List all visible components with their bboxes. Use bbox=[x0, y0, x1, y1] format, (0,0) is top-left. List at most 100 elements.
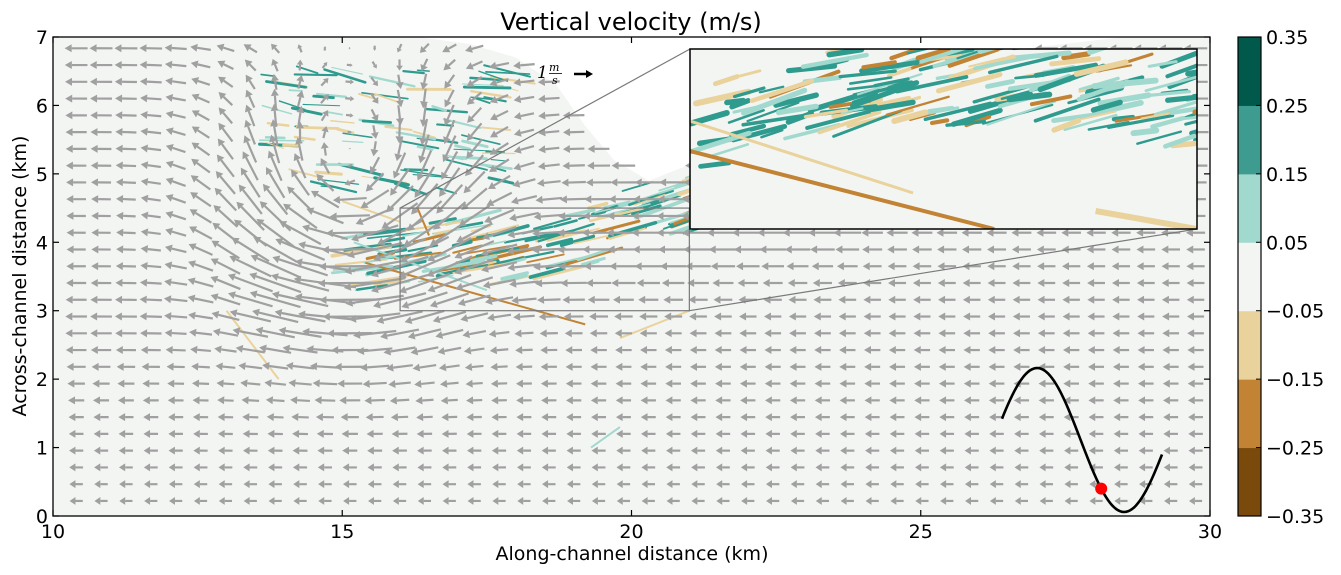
front-streak bbox=[533, 217, 572, 230]
velocity-arrow-head bbox=[65, 128, 73, 137]
velocity-arrow-head bbox=[666, 446, 673, 455]
velocity-arrow-head bbox=[1039, 496, 1046, 505]
velocity-arrow bbox=[471, 107, 483, 119]
velocity-arrow bbox=[383, 310, 423, 322]
velocity-arrow bbox=[223, 382, 235, 386]
velocity-arrow-head bbox=[631, 228, 639, 237]
velocity-arrow-head bbox=[302, 224, 310, 233]
velocity-arrow-head bbox=[915, 496, 922, 505]
velocity-arrow-head bbox=[351, 234, 359, 242]
velocity-arrow bbox=[414, 328, 442, 337]
inset-front-streak bbox=[707, 143, 750, 158]
velocity-arrow-head bbox=[165, 127, 174, 136]
velocity-arrow bbox=[278, 293, 329, 308]
velocity-arrow-head bbox=[631, 211, 639, 220]
velocity-arrow-head bbox=[465, 379, 473, 388]
velocity-arrow-head bbox=[914, 379, 922, 388]
velocity-arrow-head bbox=[964, 463, 971, 472]
velocity-arrow-head bbox=[987, 262, 995, 271]
inset-front-streak bbox=[1090, 99, 1123, 113]
velocity-arrow-head bbox=[839, 362, 847, 371]
inset-front-streak bbox=[1130, 127, 1160, 137]
front-streak bbox=[559, 234, 596, 248]
velocity-arrow-head bbox=[271, 73, 279, 82]
velocity-arrow-head bbox=[242, 429, 250, 438]
velocity-arrow bbox=[265, 347, 292, 354]
velocity-arrow-head bbox=[1088, 362, 1096, 371]
velocity-arrow-head bbox=[665, 379, 673, 388]
velocity-arrow-head bbox=[142, 396, 150, 405]
velocity-arrow-head bbox=[888, 346, 896, 355]
velocity-arrow-head bbox=[634, 178, 642, 187]
velocity-arrow-head bbox=[464, 363, 473, 372]
velocity-arrow bbox=[544, 80, 560, 84]
velocity-arrow-head bbox=[193, 463, 200, 472]
front-streak bbox=[421, 259, 486, 273]
velocity-arrow bbox=[460, 258, 495, 272]
front-streak bbox=[393, 251, 442, 260]
inset-front-streak bbox=[738, 69, 762, 78]
velocity-arrow-head bbox=[91, 245, 99, 254]
velocity-arrow-head bbox=[1161, 262, 1169, 271]
velocity-arrow-head bbox=[243, 44, 252, 52]
inset-front-streak bbox=[1033, 62, 1099, 78]
velocity-arrow-head bbox=[377, 237, 386, 245]
velocity-arrow bbox=[147, 164, 162, 169]
velocity-arrow-head bbox=[395, 136, 404, 144]
velocity-arrow-head bbox=[765, 413, 772, 422]
velocity-arrow-head bbox=[640, 379, 648, 388]
velocity-arrow bbox=[566, 197, 588, 201]
velocity-arrow bbox=[461, 222, 493, 240]
velocity-arrow bbox=[395, 152, 407, 173]
velocity-arrow-head bbox=[356, 347, 365, 356]
velocity-arrow-head bbox=[442, 480, 449, 489]
velocity-arrow-head bbox=[562, 161, 570, 170]
velocity-arrow-head bbox=[484, 297, 493, 305]
inset-front-streak bbox=[935, 71, 1003, 94]
velocity-arrow-head bbox=[189, 209, 198, 217]
velocity-arrow-head bbox=[583, 262, 591, 271]
velocity-arrow-head bbox=[687, 279, 695, 288]
velocity-arrow bbox=[195, 178, 211, 191]
velocity-arrow-head bbox=[66, 211, 74, 220]
inset-front-streak bbox=[1033, 97, 1101, 123]
velocity-arrow bbox=[171, 247, 187, 254]
velocity-arrow-head bbox=[690, 362, 698, 371]
velocity-arrow-head bbox=[467, 115, 475, 123]
velocity-arrow-head bbox=[562, 295, 570, 304]
velocity-arrow bbox=[348, 179, 356, 184]
velocity-arrow bbox=[544, 163, 560, 168]
velocity-arrow-head bbox=[189, 226, 198, 234]
velocity-arrow-head bbox=[515, 379, 523, 388]
velocity-arrow-head bbox=[306, 207, 315, 215]
velocity-arrow-head bbox=[143, 463, 151, 472]
velocity-arrow-head bbox=[712, 279, 720, 288]
velocity-arrow-head bbox=[1112, 362, 1120, 371]
velocity-arrow-head bbox=[349, 47, 351, 49]
velocity-arrow-head bbox=[987, 279, 995, 288]
velocity-arrow-head bbox=[986, 245, 994, 254]
velocity-arrow-head bbox=[715, 413, 723, 422]
front-streak bbox=[327, 111, 343, 116]
velocity-arrow-head bbox=[465, 45, 473, 53]
velocity-arrow-head bbox=[715, 463, 723, 472]
velocity-arrow-head bbox=[140, 228, 149, 237]
velocity-arrow-head bbox=[444, 80, 452, 89]
velocity-arrow-head bbox=[541, 463, 549, 472]
velocity-arrow-head bbox=[1136, 279, 1144, 288]
velocity-arrow bbox=[256, 293, 301, 309]
velocity-arrow-head bbox=[339, 396, 347, 405]
velocity-arrow bbox=[266, 188, 289, 216]
velocity-arrow bbox=[515, 211, 539, 219]
velocity-arrow bbox=[216, 278, 241, 291]
velocity-arrow-head bbox=[117, 379, 125, 388]
velocity-arrow-head bbox=[591, 446, 598, 455]
velocity-arrow-head bbox=[887, 262, 895, 271]
velocity-arrow bbox=[222, 96, 234, 106]
velocity-arrow-head bbox=[188, 260, 197, 268]
velocity-arrow bbox=[339, 196, 367, 201]
velocity-arrow-head bbox=[764, 329, 772, 338]
velocity-arrow-head bbox=[1114, 463, 1121, 472]
velocity-arrow bbox=[423, 58, 429, 67]
velocity-arrow-head bbox=[1037, 262, 1045, 271]
